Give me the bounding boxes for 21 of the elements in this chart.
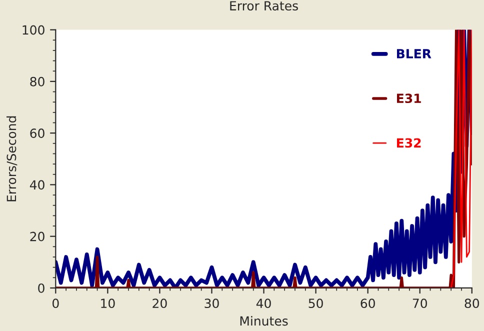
x-tick-label: 80 [464, 298, 480, 308]
y-tick-label: 80 [30, 76, 44, 86]
x-tick-label: 10 [101, 298, 115, 308]
legend-label: BLER [397, 49, 432, 58]
y-tick-label: 0 [38, 283, 44, 293]
y-tick-label: 40 [30, 180, 44, 190]
x-tick-label: 30 [204, 298, 219, 308]
x-tick-label: 20 [152, 298, 167, 308]
legend-label: E32 [397, 138, 421, 148]
x-tick-label: 60 [360, 298, 375, 308]
chart-title: Error Rates [230, 1, 298, 11]
y-tick-label: 60 [30, 128, 44, 138]
y-tick-label: 20 [30, 232, 44, 242]
x-tick-label: 0 [52, 298, 59, 308]
y-tick-label: 100 [22, 25, 44, 35]
x-axis-title: Minutes [240, 316, 288, 326]
y-axis-title: Errors/Second [6, 116, 18, 202]
x-tick-label: 70 [412, 298, 427, 308]
x-tick-label: 50 [308, 298, 323, 308]
x-tick-label: 40 [256, 298, 271, 308]
legend-label: E31 [397, 94, 421, 104]
